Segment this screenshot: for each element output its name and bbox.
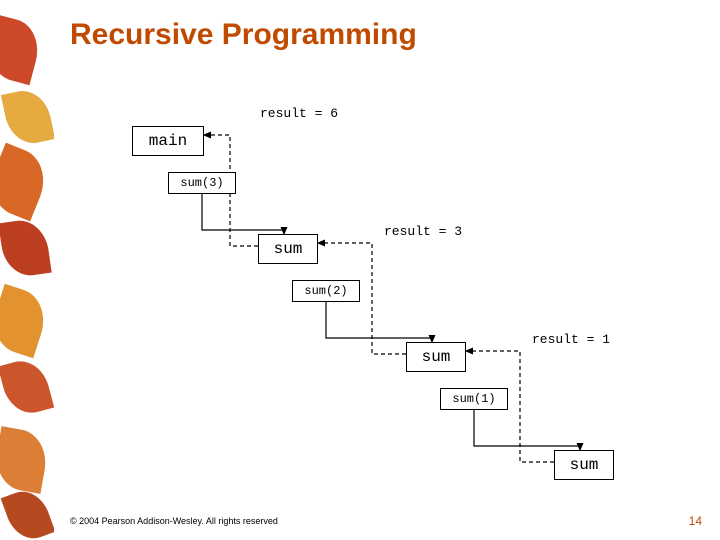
node-sumA: sum <box>258 234 318 264</box>
node-sum3c: sum(3) <box>168 172 236 194</box>
node-sum2c: sum(2) <box>292 280 360 302</box>
leaf-decoration <box>0 355 54 419</box>
leaf-decoration <box>0 217 52 279</box>
node-sum1c: sum(1) <box>440 388 508 410</box>
leaf-decoration <box>0 143 54 222</box>
sidebar-decoration <box>0 0 54 540</box>
copyright-footer: © 2004 Pearson Addison-Wesley. All right… <box>70 516 278 526</box>
leaf-decoration <box>0 426 51 494</box>
node-main: main <box>132 126 204 156</box>
leaf-decoration <box>0 15 45 85</box>
slide-title: Recursive Programming <box>70 18 417 52</box>
result-label-0: result = 6 <box>260 106 338 121</box>
node-sumC: sum <box>554 450 614 480</box>
result-label-2: result = 1 <box>532 332 610 347</box>
page-number: 14 <box>689 514 702 528</box>
leaf-decoration <box>0 284 52 358</box>
leaf-decoration <box>1 485 54 540</box>
node-sumB: sum <box>406 342 466 372</box>
leaf-decoration <box>1 86 54 148</box>
result-label-1: result = 3 <box>384 224 462 239</box>
recursion-diagram: main sum(3) sum sum(2) sum sum(1) sum result = … <box>70 70 700 490</box>
